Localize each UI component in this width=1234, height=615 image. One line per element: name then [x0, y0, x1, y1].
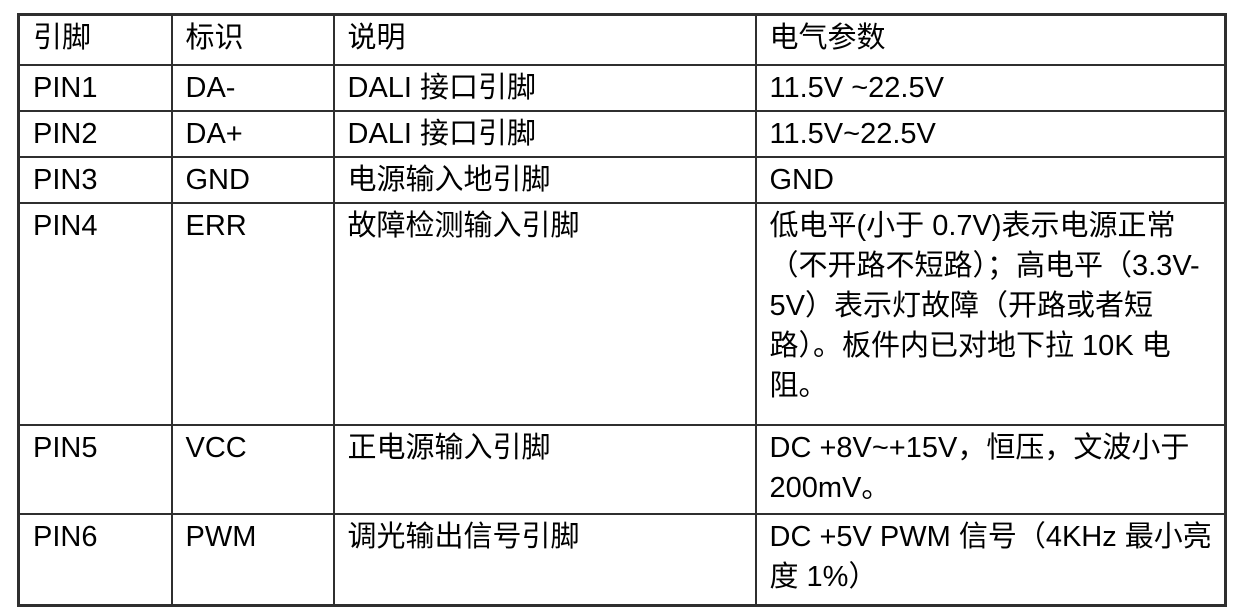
- table-row-pin3: PIN3 GND 电源输入地引脚 GND: [17, 155, 1227, 204]
- cell-params: DC +5V PWM 信号（4KHz 最小亮度 1%）: [754, 512, 1227, 607]
- table-row-pin2: PIN2 DA+ DALI 接口引脚 11.5V~22.5V: [17, 109, 1227, 158]
- cell-desc: 调光输出信号引脚: [332, 512, 757, 607]
- cell-mark: ERR: [170, 201, 335, 426]
- cell-mark: DA-: [170, 63, 335, 112]
- cell-pin: PIN3: [17, 155, 173, 204]
- cell-mark: DA+: [170, 109, 335, 158]
- cell-params: 低电平(小于 0.7V)表示电源正常（不开路不短路）；高电平（3.3V-5V）表…: [754, 201, 1227, 426]
- cell-mark: PWM: [170, 512, 335, 607]
- column-header-params: 电气参数: [754, 13, 1227, 66]
- cell-params: GND: [754, 155, 1227, 204]
- column-header-desc: 说明: [332, 13, 757, 66]
- cell-pin: PIN5: [17, 423, 173, 515]
- cell-mark: GND: [170, 155, 335, 204]
- table-row-pin6: PIN6 PWM 调光输出信号引脚 DC +5V PWM 信号（4KHz 最小亮…: [17, 512, 1227, 607]
- header-row: 引脚 标识 说明 电气参数: [17, 13, 1227, 66]
- cell-desc: DALI 接口引脚: [332, 109, 757, 158]
- cell-pin: PIN6: [17, 512, 173, 607]
- cell-mark: VCC: [170, 423, 335, 515]
- column-header-mark: 标识: [170, 13, 335, 66]
- cell-params: 11.5V ~22.5V: [754, 63, 1227, 112]
- cell-pin: PIN2: [17, 109, 173, 158]
- cell-desc: DALI 接口引脚: [332, 63, 757, 112]
- cell-desc: 正电源输入引脚: [332, 423, 757, 515]
- table-row-pin4: PIN4 ERR 故障检测输入引脚 低电平(小于 0.7V)表示电源正常（不开路…: [17, 201, 1227, 426]
- pin-definition-table: 引脚 标识 说明 电气参数 PIN1 DA- DALI 接口引脚 11.5V ~…: [17, 13, 1227, 607]
- column-header-pin: 引脚: [17, 13, 173, 66]
- cell-pin: PIN1: [17, 63, 173, 112]
- cell-params: DC +8V~+15V，恒压，文波小于 200mV。: [754, 423, 1227, 515]
- cell-desc: 电源输入地引脚: [332, 155, 757, 204]
- table-row-pin5: PIN5 VCC 正电源输入引脚 DC +8V~+15V，恒压，文波小于 200…: [17, 423, 1227, 515]
- cell-pin: PIN4: [17, 201, 173, 426]
- table-row-pin1: PIN1 DA- DALI 接口引脚 11.5V ~22.5V: [17, 63, 1227, 112]
- cell-params: 11.5V~22.5V: [754, 109, 1227, 158]
- cell-desc: 故障检测输入引脚: [332, 201, 757, 426]
